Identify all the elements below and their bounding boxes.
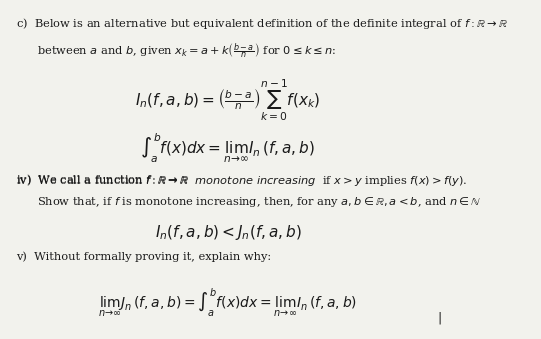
Text: between $a$ and $b$, given $x_k = a + k\left(\frac{b-a}{n}\right)$ for $0 \leq k: between $a$ and $b$, given $x_k = a + k\… bbox=[37, 41, 336, 61]
Text: iv)  We call a function $f: \mathbb{R} \rightarrow \mathbb{R}$  $\it{monotone\ i: iv) We call a function $f: \mathbb{R} \r… bbox=[16, 173, 468, 188]
Text: |: | bbox=[438, 312, 442, 324]
Text: iv)  We call a function $f: \mathbb{R} \rightarrow \mathbb{R}$: iv) We call a function $f: \mathbb{R} \r… bbox=[16, 173, 189, 187]
Text: $\int_a^b f(x)dx = \lim_{n \to \infty} I_n(f,a,b)$: $\int_a^b f(x)dx = \lim_{n \to \infty} I… bbox=[140, 131, 315, 165]
Text: v)  Without formally proving it, explain why:: v) Without formally proving it, explain … bbox=[16, 251, 272, 262]
Text: $I_n(f,a,b) < J_n(f,a,b)$: $I_n(f,a,b) < J_n(f,a,b)$ bbox=[155, 223, 301, 242]
Text: c)  Below is an alternative but equivalent definition of the definite integral o: c) Below is an alternative but equivalen… bbox=[16, 16, 508, 31]
Text: $I_n(f,a,b) = \left(\frac{b-a}{n}\right)\sum_{k=0}^{n-1} f(x_k)$: $I_n(f,a,b) = \left(\frac{b-a}{n}\right)… bbox=[135, 78, 321, 123]
Text: Show that, if $f$ is monotone increasing, then, for any $a, b \in \mathbb{R}, a : Show that, if $f$ is monotone increasing… bbox=[37, 195, 481, 208]
Text: $\lim_{n \to \infty} J_n(f,a,b) = \int_a^b f(x)dx = \lim_{n \to \infty} I_n(f,a,: $\lim_{n \to \infty} J_n(f,a,b) = \int_a… bbox=[98, 286, 358, 319]
